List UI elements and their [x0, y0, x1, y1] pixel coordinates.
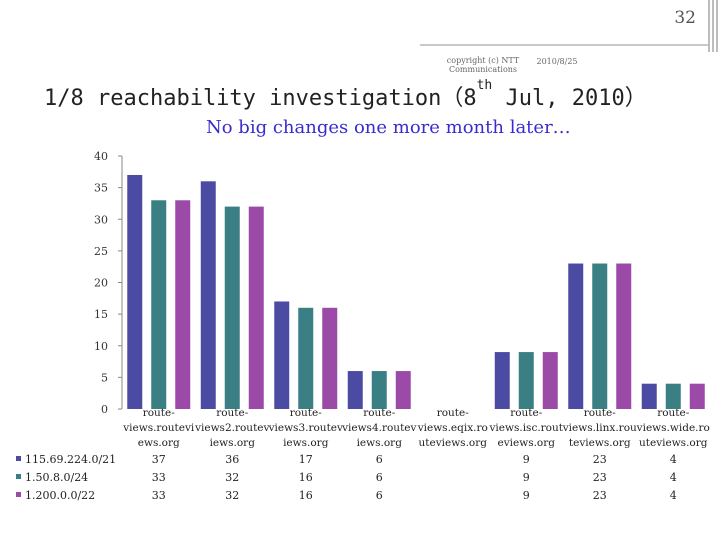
y-tick-label: 25 [94, 245, 108, 258]
x-category-label: uteviews.org [639, 437, 708, 449]
table-value: 32 [225, 471, 239, 484]
y-tick-label: 40 [94, 150, 108, 163]
bar-3 [248, 206, 264, 409]
legend-swatch-1 [16, 456, 21, 461]
y-tick-label: 0 [101, 403, 108, 416]
bar-3 [616, 263, 632, 409]
bar-3 [689, 383, 705, 409]
table-value: 23 [593, 489, 607, 502]
header-decoration [708, 0, 720, 52]
x-category-label: views4.routev [341, 422, 416, 434]
table-value: 4 [670, 453, 677, 466]
bar-1 [494, 352, 510, 409]
x-category-label: views.routevi [122, 422, 195, 434]
table-value: 23 [593, 453, 607, 466]
table-value: 9 [523, 489, 530, 502]
bar-1 [568, 263, 584, 409]
table-value: 23 [593, 471, 607, 484]
bar-2 [224, 206, 240, 409]
x-category-label: iews.org [283, 437, 329, 449]
y-tick-label: 10 [94, 340, 108, 353]
bar-1 [127, 174, 143, 409]
table-value: 4 [670, 471, 677, 484]
bar-1 [200, 181, 216, 409]
legend-swatch-2 [16, 474, 21, 479]
y-tick-label: 15 [94, 308, 108, 321]
title-main: 1/8 reachability investigation（8 [44, 86, 477, 111]
title-superscript: th [476, 78, 493, 93]
table-value: 33 [152, 471, 166, 484]
y-tick-label: 30 [94, 213, 108, 226]
bar-2 [592, 263, 608, 409]
table-value: 9 [523, 453, 530, 466]
page-number: 32 [674, 8, 696, 28]
table-value: 17 [299, 453, 313, 466]
bar-3 [175, 200, 191, 409]
x-category-label: views.wide.ro [636, 422, 710, 434]
x-category-label: eviews.org [498, 437, 556, 449]
x-category-label: uteviews.org [419, 437, 488, 449]
x-category-label: views.linx.rou [562, 422, 637, 434]
page-subtitle: No big changes one more month later… [206, 117, 571, 138]
bar-2 [151, 200, 167, 409]
bar-1 [274, 301, 290, 409]
y-tick-label: 35 [94, 182, 108, 195]
bar-3 [395, 371, 411, 409]
table-value: 16 [299, 489, 313, 502]
x-category-label: teviews.org [569, 437, 631, 449]
table-value: 6 [376, 453, 383, 466]
title-end: Jul, 2010） [492, 86, 647, 111]
bar-3 [322, 307, 338, 409]
x-category-label: route- [143, 407, 176, 419]
bar-2 [371, 371, 387, 409]
x-category-label: route- [290, 407, 323, 419]
x-category-label: views3.routev [268, 422, 343, 434]
table-value: 16 [299, 471, 313, 484]
legend-swatch-3 [16, 492, 21, 497]
page-title: 1/8 reachability investigation（8th Jul, … [44, 78, 647, 112]
legend-label: 1.200.0.0/22 [25, 489, 95, 502]
legend-label: 115.69.224.0/21 [25, 453, 116, 466]
header-divider [420, 44, 720, 46]
x-category-label: iews.org [357, 437, 403, 449]
x-category-label: route- [510, 407, 543, 419]
table-value: 36 [225, 453, 239, 466]
x-category-label: views2.routev [194, 422, 269, 434]
table-value: 9 [523, 471, 530, 484]
slide-date: 2010/8/25 [536, 57, 578, 66]
y-tick-label: 20 [94, 277, 108, 290]
bar-1 [641, 383, 657, 409]
table-value: 4 [670, 489, 677, 502]
bar-2 [665, 383, 681, 409]
copyright-note: copyright (c) NTT Communications [446, 56, 520, 74]
bar-3 [542, 352, 558, 409]
x-category-label: route- [657, 407, 690, 419]
x-category-label: route- [584, 407, 617, 419]
top-bar [0, 0, 720, 18]
table-value: 32 [225, 489, 239, 502]
x-category-label: views.isc.rout [488, 422, 563, 434]
y-tick-label: 5 [101, 371, 108, 384]
x-category-label: route- [363, 407, 396, 419]
table-value: 37 [152, 453, 166, 466]
bar-2 [518, 352, 534, 409]
bar-1 [347, 371, 363, 409]
x-category-label: route- [216, 407, 249, 419]
table-value: 33 [152, 489, 166, 502]
x-category-label: iews.org [210, 437, 256, 449]
table-value: 6 [376, 471, 383, 484]
x-category-label: ews.org [138, 437, 180, 449]
x-category-label: views.eqix.ro [417, 422, 488, 434]
bar-2 [298, 307, 314, 409]
table-value: 6 [376, 489, 383, 502]
legend-label: 1.50.8.0/24 [25, 471, 88, 484]
x-category-label: route- [437, 407, 470, 419]
